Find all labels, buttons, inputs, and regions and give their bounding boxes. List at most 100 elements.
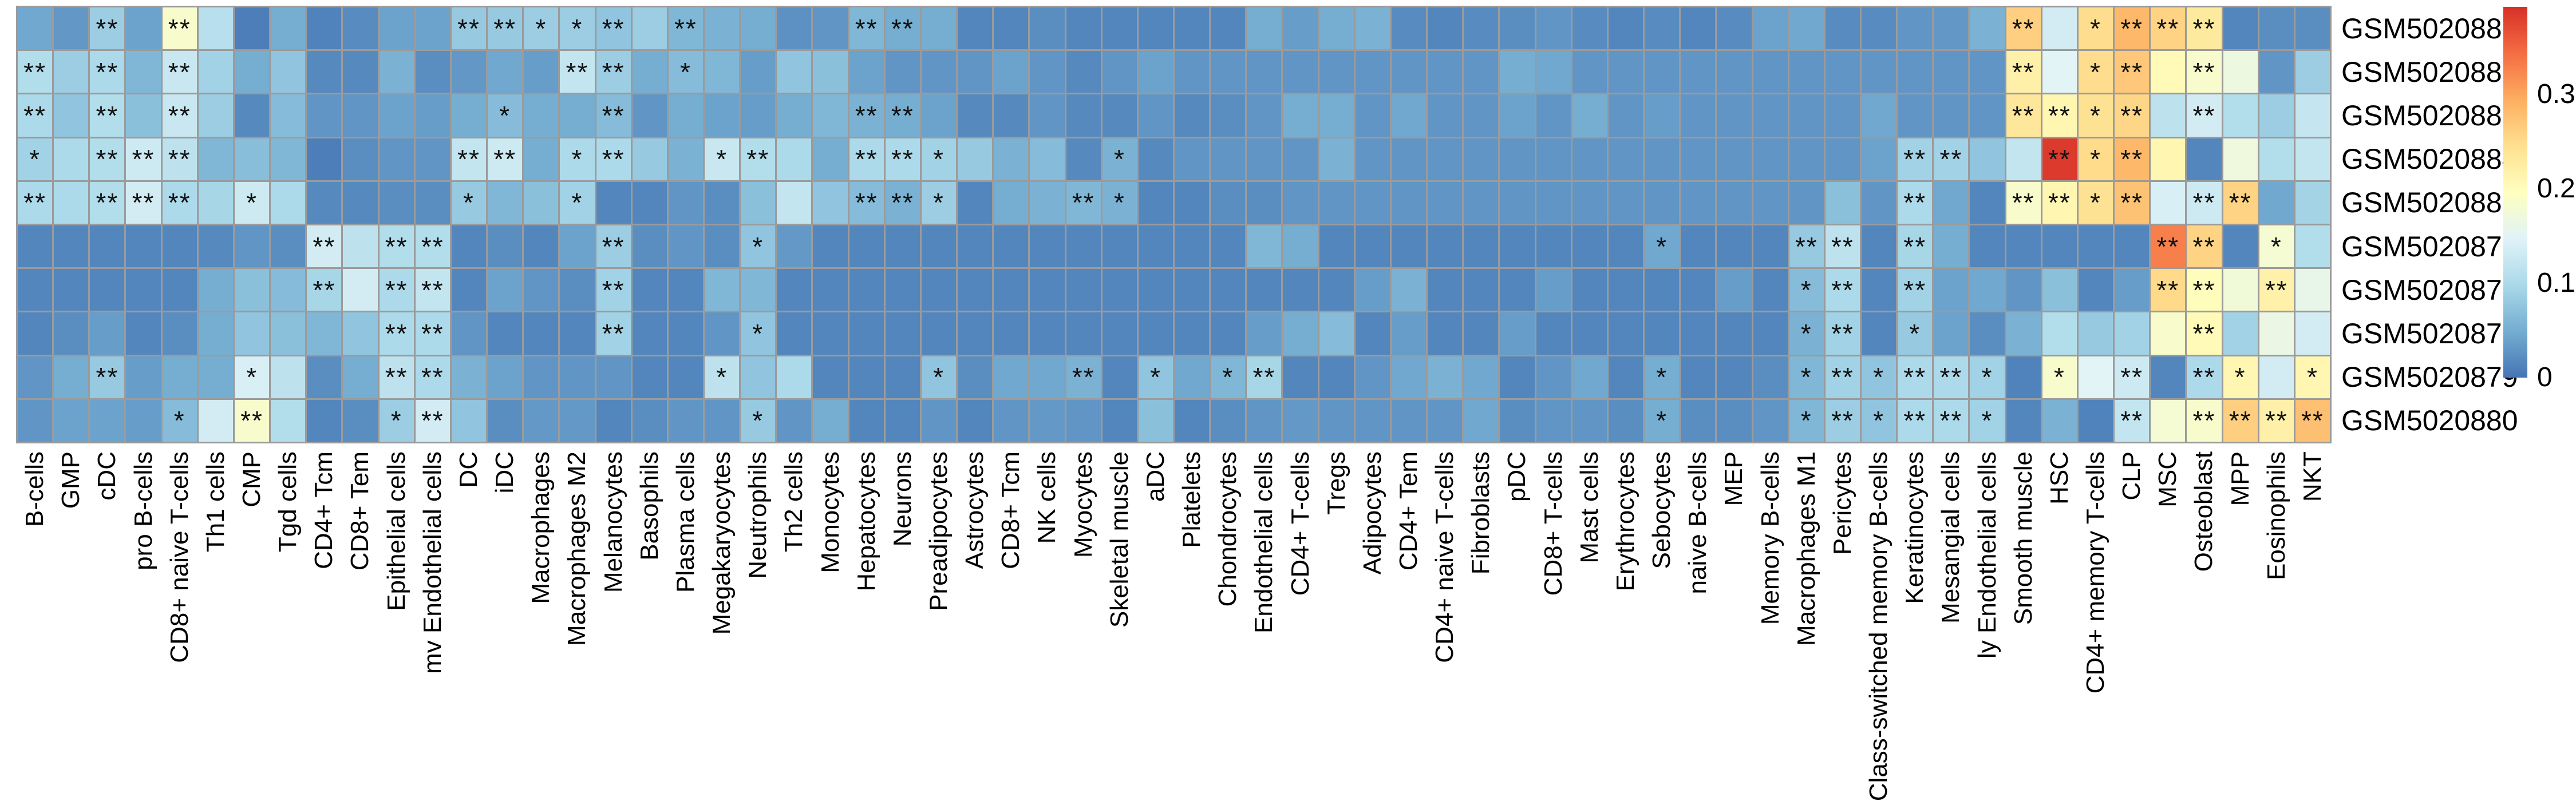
heatmap-cell	[596, 356, 631, 398]
heatmap-cell	[958, 94, 993, 137]
heatmap-cell	[741, 356, 776, 398]
heatmap-cell	[885, 269, 920, 311]
heatmap-cell	[958, 181, 993, 224]
significance-marker: **	[566, 57, 589, 87]
heatmap-cell	[1175, 312, 1210, 355]
significance-marker: **	[2192, 362, 2216, 392]
heatmap-cell	[1102, 51, 1137, 93]
heatmap-cell	[1355, 51, 1390, 93]
significance-marker: **	[168, 57, 191, 87]
heatmap-cell: **	[2006, 94, 2041, 137]
heatmap-cell: **	[162, 94, 197, 137]
heatmap-cell	[1355, 312, 1390, 355]
heatmap-cell	[958, 51, 993, 93]
heatmap-cell	[1211, 399, 1246, 442]
heatmap-cell	[1608, 138, 1643, 180]
column-label: CD4+ Tem	[1394, 451, 1423, 571]
heatmap-cell	[704, 269, 740, 311]
heatmap-cell	[1428, 7, 1463, 50]
significance-marker: *	[2270, 231, 2282, 261]
heatmap-cell: **	[90, 7, 125, 50]
heatmap-cell	[524, 356, 559, 398]
column-label: Memory B-cells	[1756, 451, 1784, 625]
heatmap-grid: ** ** ** ** * * ** ** ** ** ** * ** ** ** ** ** ** ** ** * **…	[16, 6, 2332, 443]
significance-marker: *	[752, 231, 764, 261]
heatmap-cell	[1030, 94, 1065, 137]
heatmap-cell	[2223, 225, 2258, 268]
column-label: Endothelial cells	[1250, 451, 1278, 633]
column-label: CMP	[238, 451, 266, 507]
column-label: Skeletal muscle	[1105, 451, 1133, 628]
heatmap-cell	[632, 399, 667, 442]
heatmap-cell	[1717, 51, 1752, 93]
heatmap-cell	[1355, 181, 1390, 224]
heatmap-cell	[1391, 138, 1427, 180]
heatmap-cell: **	[560, 51, 595, 93]
heatmap-cell: *	[18, 138, 53, 180]
heatmap-cell	[1319, 312, 1354, 355]
heatmap-cell	[271, 181, 306, 224]
heatmap-cell: **	[668, 7, 703, 50]
heatmap-cell	[704, 181, 740, 224]
heatmap-cell	[1789, 94, 1824, 137]
row-label: GSM5020878	[2341, 230, 2518, 263]
significance-marker: *	[2090, 144, 2101, 175]
heatmap-cell	[1681, 138, 1716, 180]
heatmap-cell	[1464, 138, 1499, 180]
significance-marker: **	[2156, 231, 2180, 261]
heatmap-cell	[1211, 312, 1246, 355]
heatmap-cell	[343, 94, 378, 137]
heatmap-cell	[1102, 399, 1137, 442]
heatmap-cell	[1319, 225, 1354, 268]
heatmap-cell	[1175, 181, 1210, 224]
heatmap-cell	[958, 399, 993, 442]
significance-marker: **	[96, 188, 119, 218]
significance-marker: **	[2120, 144, 2144, 175]
heatmap-cell	[1030, 51, 1065, 93]
heatmap-cell	[632, 269, 667, 311]
column-label: Mesangial cells	[1937, 451, 1965, 624]
significance-marker: **	[2120, 362, 2144, 392]
heatmap-cell	[1391, 7, 1427, 50]
heatmap-cell: **	[2187, 312, 2222, 355]
heatmap-cell	[1066, 94, 1101, 137]
heatmap-cell: *	[1138, 356, 1173, 398]
heatmap-cell	[994, 312, 1029, 355]
column-label: CD4+ naive T-cells	[1431, 451, 1459, 663]
heatmap-cell	[2078, 399, 2113, 442]
heatmap-cell: **	[415, 312, 450, 355]
heatmap-cell: **	[2187, 7, 2222, 50]
heatmap-cell	[1717, 7, 1752, 50]
heatmap-cell	[777, 356, 812, 398]
heatmap-cell	[704, 225, 740, 268]
heatmap-cell: *	[451, 181, 487, 224]
significance-marker: **	[2012, 13, 2035, 43]
heatmap-cell	[198, 138, 233, 180]
heatmap-cell	[1753, 51, 1788, 93]
row-label: GSM5020883	[2341, 12, 2518, 45]
column-label: Tgd cells	[274, 451, 302, 553]
heatmap-cell	[234, 51, 270, 93]
heatmap-cell: **	[1825, 399, 1860, 442]
significance-marker: *	[499, 100, 511, 130]
heatmap-cell	[1030, 181, 1065, 224]
heatmap-cell	[271, 7, 306, 50]
heatmap-cell	[1861, 138, 1897, 180]
heatmap-cell	[632, 7, 667, 50]
heatmap-cell	[1283, 399, 1318, 442]
column-label: Macrophages M2	[563, 451, 591, 646]
heatmap-cell	[813, 181, 848, 224]
heatmap-cell	[560, 312, 595, 355]
heatmap-cell	[1283, 356, 1318, 398]
column-label: CLP	[2117, 451, 2146, 501]
column-label: Basophils	[635, 451, 663, 561]
heatmap-cell	[1572, 312, 1607, 355]
significance-marker: **	[2229, 406, 2252, 436]
heatmap-cell	[234, 225, 270, 268]
significance-marker: **	[23, 188, 46, 218]
heatmap-cell	[1283, 94, 1318, 137]
significance-marker: **	[1831, 406, 1854, 436]
heatmap-cell	[777, 225, 812, 268]
significance-marker: **	[313, 231, 336, 261]
significance-marker: *	[173, 406, 185, 436]
